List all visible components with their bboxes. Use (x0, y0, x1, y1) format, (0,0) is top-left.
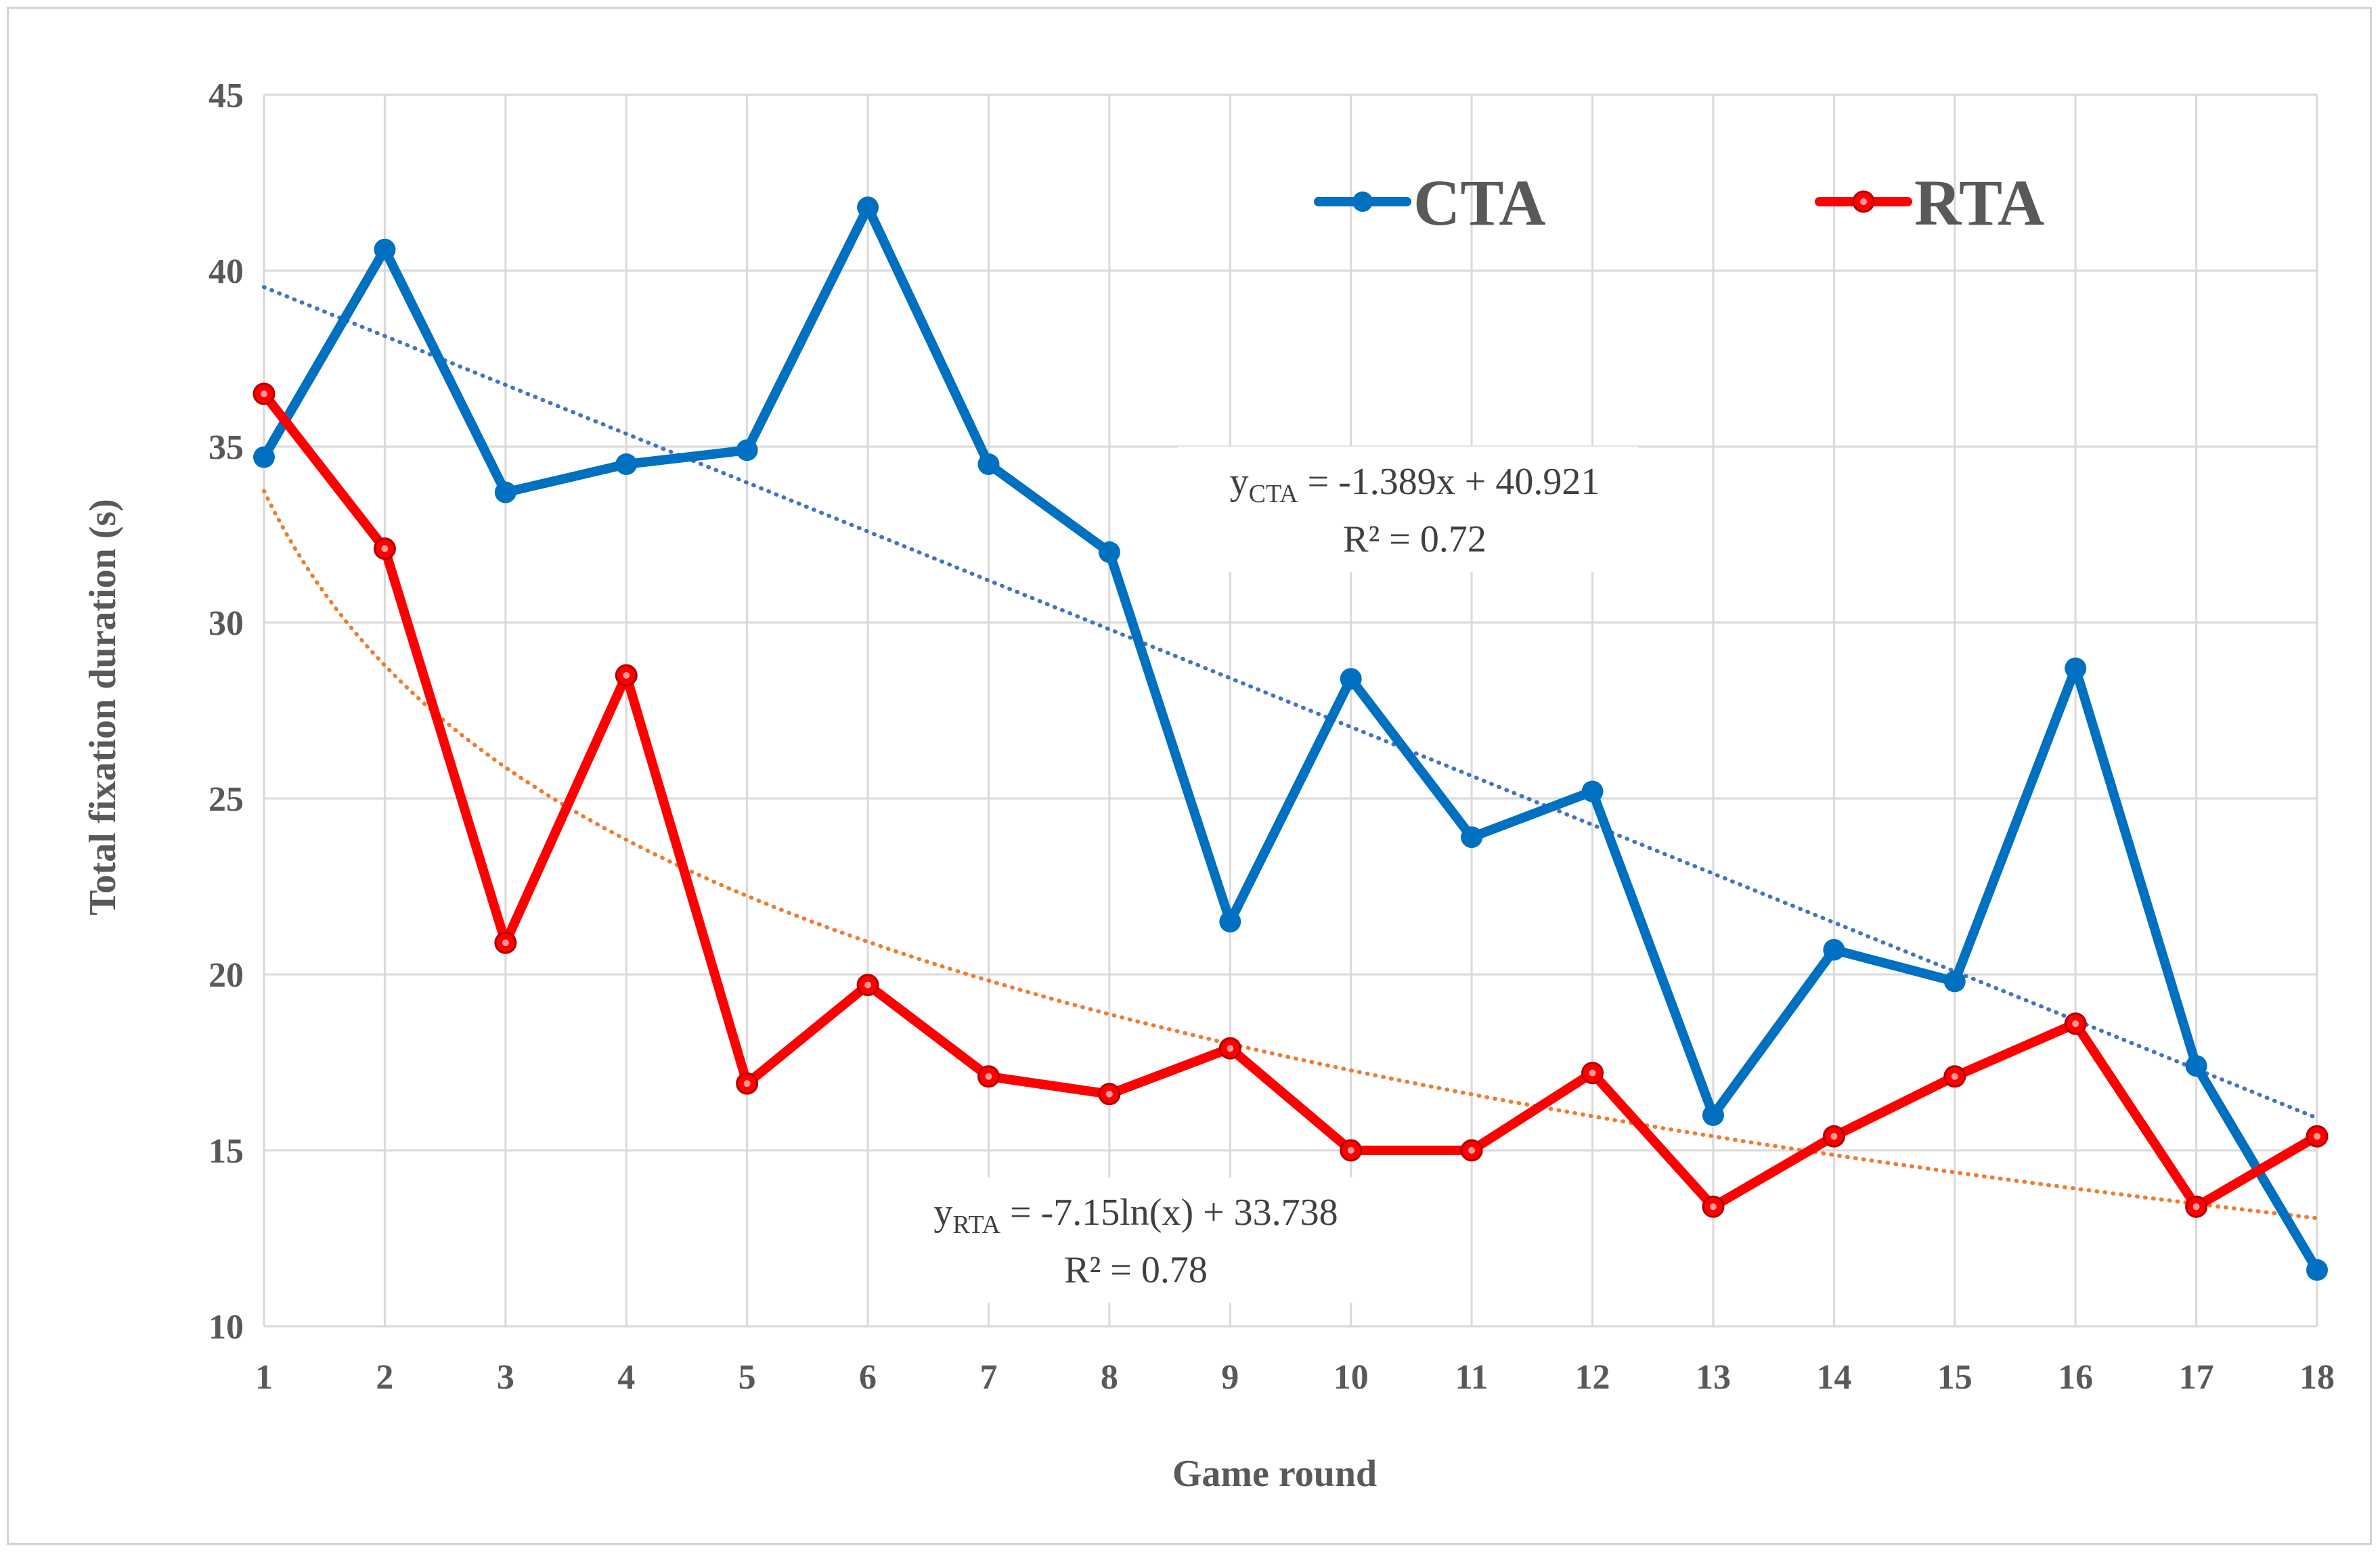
data-point-cta-4 (615, 453, 638, 475)
data-point-cta-2 (374, 238, 396, 261)
data-point-cta-13 (1702, 1104, 1724, 1126)
data-point-center-rta-12 (1589, 1069, 1596, 1077)
data-point-center-rta-5 (743, 1080, 751, 1087)
data-point-center-rta-11 (1468, 1147, 1476, 1154)
x-tick-label-5: 5 (739, 1358, 756, 1397)
x-tick-label-15: 15 (1937, 1358, 1973, 1397)
data-point-center-rta-16 (2072, 1020, 2079, 1027)
y-tick-label-10: 10 (208, 1308, 244, 1347)
y-tick-label-35: 35 (208, 428, 244, 467)
cta-equation-subscript: CTA (1249, 480, 1299, 508)
legend: CTA RTA (1314, 166, 2044, 239)
data-point-cta-14 (1823, 939, 1845, 961)
rta-equation-subscript: RTA (952, 1211, 1000, 1239)
series-line-cta (259, 202, 2322, 1275)
cta-equation-rest: = -1.389x + 40.921 (1298, 461, 1600, 503)
rta-equation: yRTA = -7.15ln(x) + 33.738 (933, 1192, 1338, 1239)
cta-equation-y: y (1230, 461, 1249, 503)
data-point-center-rta-8 (1105, 1090, 1113, 1098)
data-point-center-rta-4 (623, 672, 630, 679)
data-point-center-rta-14 (1830, 1133, 1838, 1140)
x-tick-label-11: 11 (1455, 1358, 1489, 1397)
x-tick-label-1: 1 (255, 1358, 273, 1397)
data-point-cta-7 (977, 453, 1000, 475)
cta-r-squared: R² = 0.72 (1343, 518, 1486, 560)
rta-r-squared: R² = 0.78 (1064, 1249, 1208, 1291)
x-tick-label-7: 7 (979, 1358, 997, 1397)
data-point-center-rta-3 (502, 939, 509, 947)
data-point-center-rta-18 (2314, 1133, 2320, 1140)
x-tick-label-18: 18 (2299, 1358, 2335, 1397)
x-tick-label-6: 6 (859, 1358, 877, 1397)
x-tick-label-4: 4 (617, 1358, 635, 1397)
data-point-center-rta-7 (985, 1073, 992, 1080)
data-point-cta-11 (1461, 826, 1483, 849)
data-point-cta-12 (1581, 780, 1604, 803)
legend-marker-cta (1352, 192, 1373, 212)
x-axis-title: Game round (1172, 1453, 1377, 1495)
data-point-center-rta-15 (1951, 1073, 1958, 1080)
x-tick-label-8: 8 (1101, 1358, 1118, 1397)
cta-equation-background (1178, 447, 1638, 572)
y-axis-ticks: 10 15 20 25 30 35 40 45 (208, 76, 244, 1347)
data-point-center-rta-2 (381, 545, 389, 552)
data-point-cta-6 (857, 196, 879, 219)
data-point-center-rta-17 (2192, 1203, 2200, 1211)
data-point-center-rta-1 (261, 390, 267, 397)
x-tick-label-10: 10 (1334, 1358, 1369, 1397)
data-point-cta-8 (1098, 541, 1120, 563)
x-tick-label-14: 14 (1816, 1358, 1851, 1397)
y-tick-label-25: 25 (208, 780, 244, 819)
data-point-cta-18 (2306, 1259, 2328, 1281)
x-axis-ticks: 1 2 3 4 5 6 7 8 9 10 11 12 13 14 15 16 17 18 (255, 1358, 2335, 1397)
trendline-rta (262, 489, 2319, 1221)
y-axis-title: Total fixation duration (s) (82, 499, 124, 916)
data-series (252, 196, 2329, 1281)
data-point-cta-16 (2065, 657, 2087, 679)
x-tick-label-3: 3 (497, 1358, 514, 1397)
data-point-cta-10 (1340, 668, 1362, 690)
legend-item-cta: CTA (1314, 166, 1546, 239)
data-point-center-rta-13 (1709, 1203, 1717, 1211)
legend-item-rta: RTA (1815, 166, 2044, 239)
data-point-cta-5 (736, 439, 758, 462)
cta-equation: yCTA = -1.389x + 40.921 (1230, 461, 1600, 508)
legend-label-rta: RTA (1914, 166, 2044, 239)
x-tick-label-17: 17 (2179, 1358, 2214, 1397)
data-point-center-rta-6 (864, 981, 872, 989)
data-point-cta-15 (1943, 970, 1966, 993)
data-point-center-rta-9 (1227, 1045, 1234, 1052)
legend-marker-rta-center (1860, 198, 1867, 205)
x-tick-label-13: 13 (1696, 1358, 1731, 1397)
y-tick-label-15: 15 (208, 1132, 244, 1171)
legend-label-cta: CTA (1413, 166, 1546, 239)
series-line-rta (259, 389, 2322, 1212)
y-tick-label-40: 40 (208, 252, 244, 291)
rta-equation-rest: = -7.15ln(x) + 33.738 (1000, 1192, 1338, 1234)
y-tick-label-30: 30 (208, 604, 244, 643)
rta-equation-background (873, 1177, 1401, 1303)
rta-equation-y: y (933, 1192, 952, 1234)
data-point-cta-1 (253, 446, 275, 468)
data-point-cta-9 (1219, 911, 1241, 932)
x-tick-label-2: 2 (376, 1358, 393, 1397)
grid-lines (263, 93, 2318, 1328)
data-point-cta-3 (494, 481, 516, 503)
x-tick-label-9: 9 (1221, 1358, 1239, 1397)
x-tick-label-12: 12 (1575, 1358, 1610, 1397)
x-tick-label-16: 16 (2058, 1358, 2093, 1397)
y-tick-label-45: 45 (208, 76, 244, 115)
data-point-cta-17 (2185, 1055, 2207, 1077)
data-point-center-rta-10 (1347, 1147, 1354, 1154)
trendlines (262, 285, 2319, 1221)
trendline-cta (262, 285, 2319, 1121)
y-tick-label-20: 20 (208, 956, 244, 995)
